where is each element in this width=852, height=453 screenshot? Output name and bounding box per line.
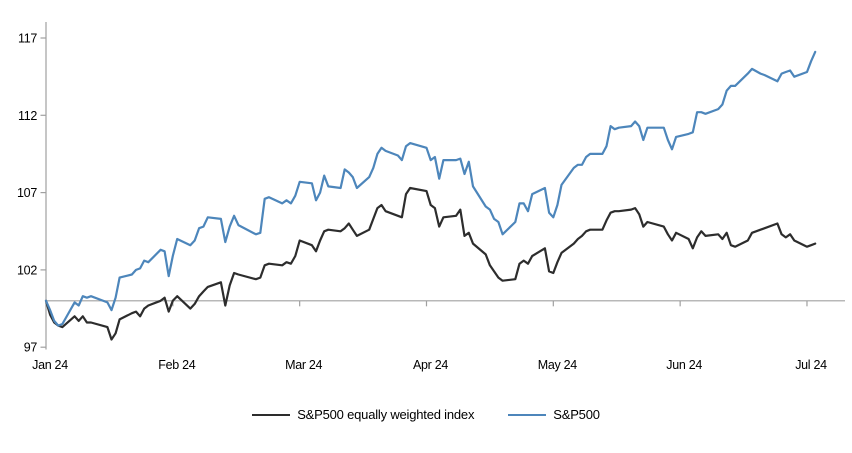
y-axis-tick-label: 102 bbox=[17, 263, 37, 277]
y-axis-tick-label: 117 bbox=[18, 32, 37, 46]
legend-item-equal-weight: S&P500 equally weighted index bbox=[252, 407, 474, 422]
legend-label-sp500: S&P500 bbox=[553, 407, 600, 422]
x-axis-tick-label: Apr 24 bbox=[413, 358, 448, 372]
x-axis-tick-label: Mar 24 bbox=[285, 358, 322, 372]
axis-labels: 97 102 107 112 117 Jan 24 Feb 24 Mar 24 Apr 24 Ma… bbox=[17, 32, 827, 373]
x-axis-tick-label: Jan 24 bbox=[32, 358, 68, 372]
y-axis bbox=[40, 22, 47, 350]
chart-series bbox=[44, 50, 817, 341]
equal-weight-line-swatch bbox=[252, 413, 291, 416]
series-line-equal-weight bbox=[44, 186, 817, 341]
x-axis-tick-label: Feb 24 bbox=[158, 358, 195, 372]
y-axis-tick-label: 112 bbox=[18, 109, 37, 123]
legend-label-equal-weight: S&P500 equally weighted index bbox=[297, 407, 475, 422]
series-line-sp500 bbox=[44, 50, 817, 327]
y-axis-tick-label: 97 bbox=[24, 341, 38, 355]
legend: S&P500 equally weighted index S&P500 bbox=[0, 407, 852, 422]
legend-item-sp500: S&P500 bbox=[508, 407, 600, 422]
y-axis-tick-label: 107 bbox=[17, 186, 37, 200]
x-axis-tick-label: Jun 24 bbox=[666, 358, 702, 372]
x-axis-tick-label: May 24 bbox=[538, 358, 578, 372]
x-axis-tick-label: Jul 24 bbox=[795, 358, 827, 372]
sp500-line-swatch bbox=[508, 413, 547, 416]
